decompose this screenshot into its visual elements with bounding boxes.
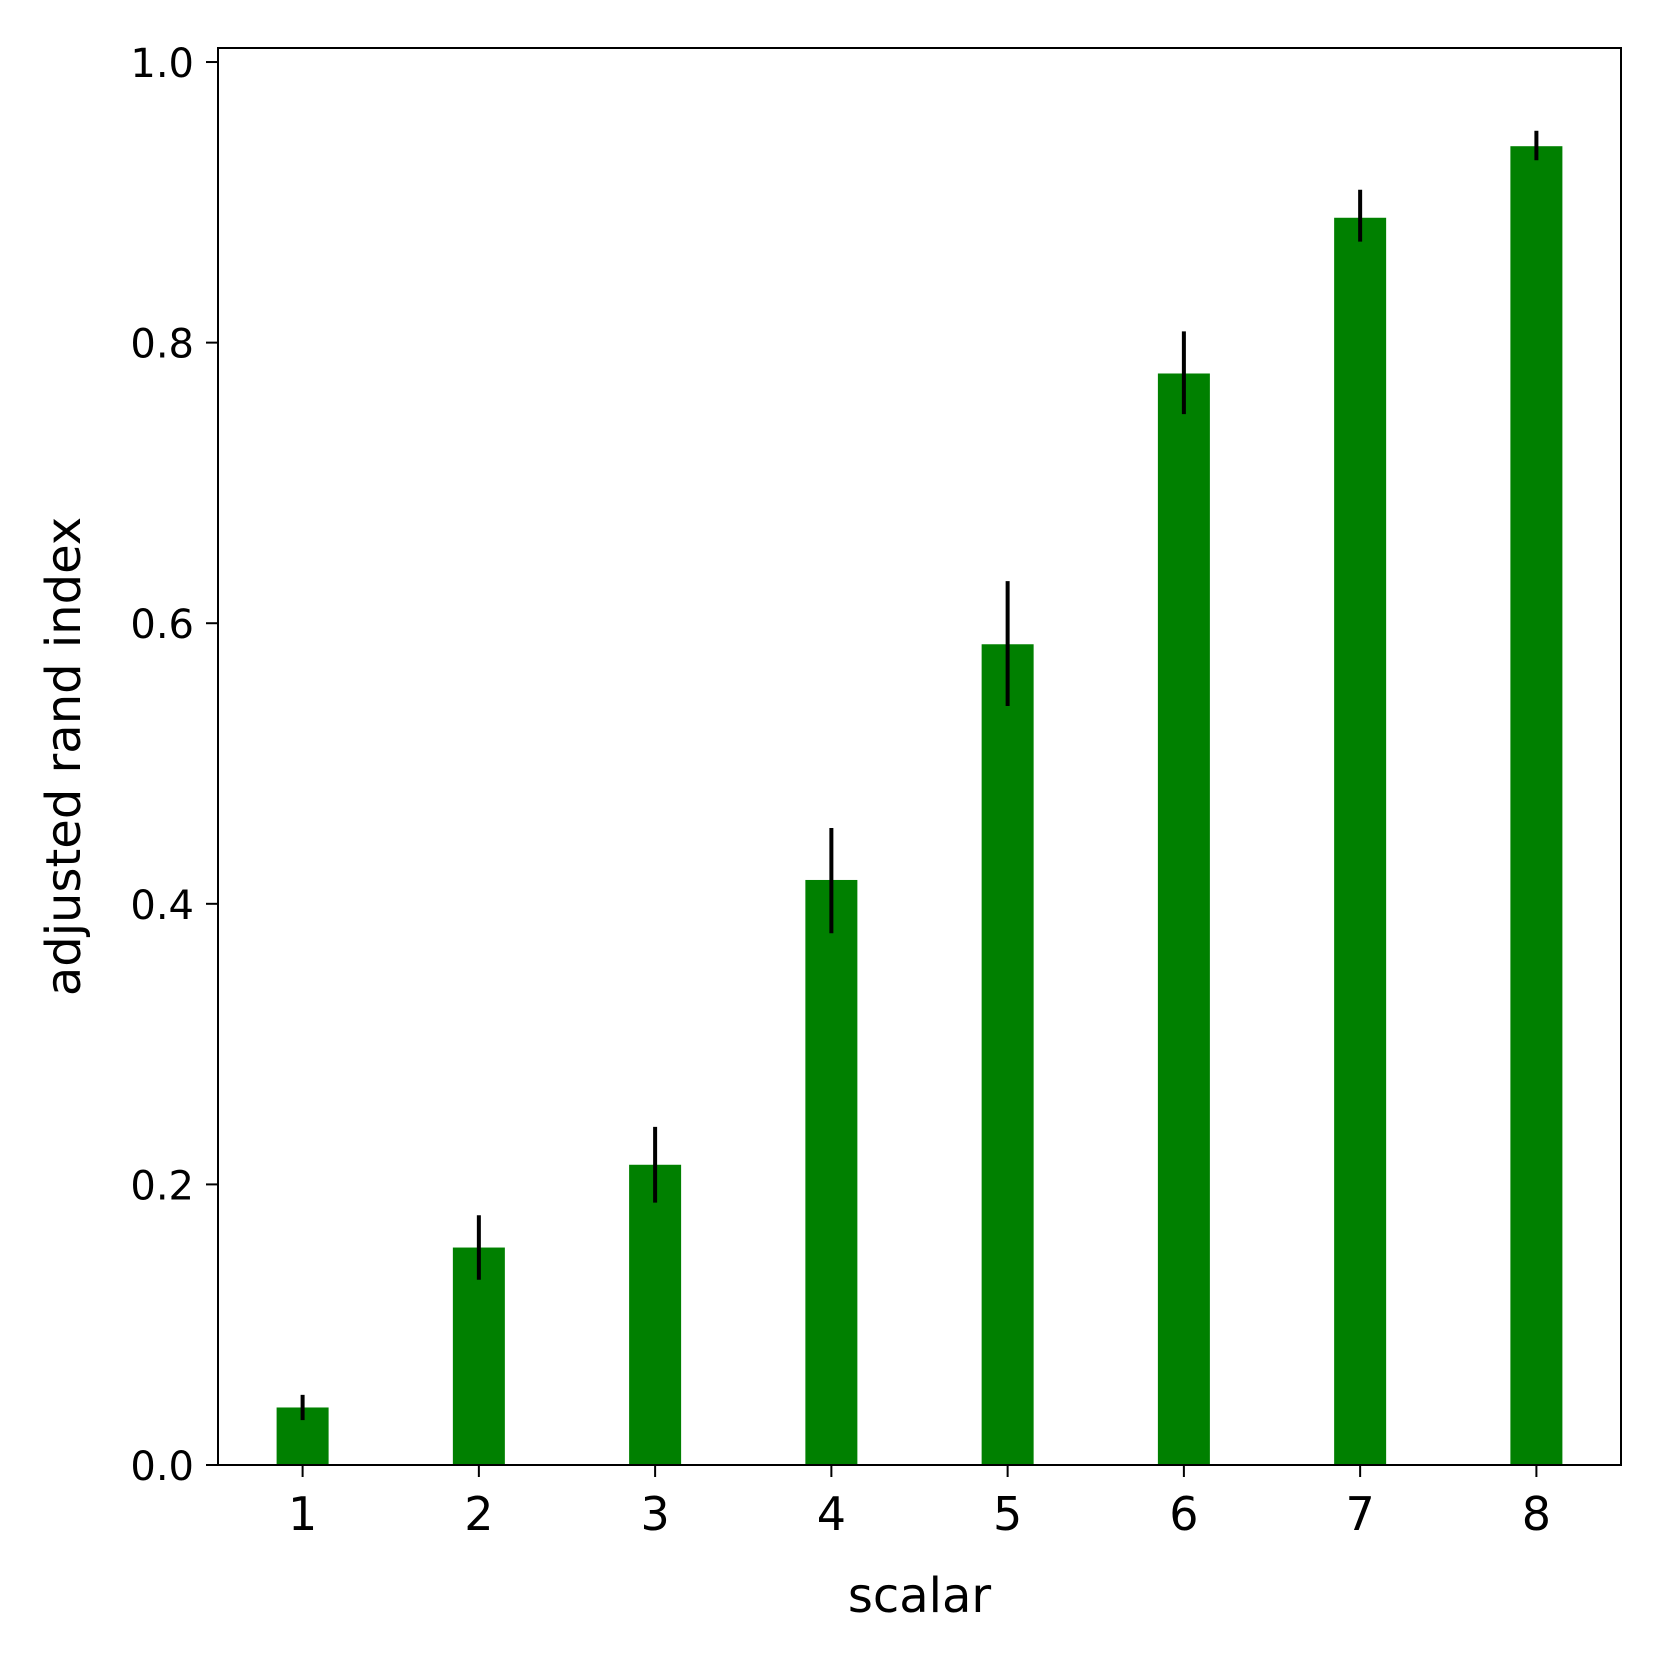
error-bars-layer	[300, 130, 1539, 1421]
x-tick-label: 3	[640, 1487, 669, 1541]
bar-2	[452, 1247, 505, 1465]
plot-area-frame	[217, 47, 1622, 1466]
y-tick-label: 0.2	[130, 1163, 194, 1209]
x-tick-label: 8	[1522, 1487, 1551, 1541]
x-axis-label: scalar	[848, 1568, 992, 1624]
bars-layer	[276, 146, 1563, 1466]
x-tick-label: 4	[817, 1487, 846, 1541]
y-axis-label: adjusted rand index	[36, 517, 92, 996]
bar-7	[1334, 217, 1387, 1465]
x-tick-label: 1	[288, 1487, 317, 1541]
y-tick-label: 0.0	[130, 1444, 194, 1490]
y-tick-label: 0.4	[130, 883, 194, 929]
y-tick-label: 0.6	[130, 602, 194, 648]
x-tick-label: 2	[464, 1487, 493, 1541]
bar-4	[805, 879, 858, 1465]
bar-6	[1157, 373, 1210, 1465]
bar-3	[629, 1164, 682, 1465]
bar-8	[1510, 146, 1563, 1466]
y-tick-label: 1.0	[130, 41, 194, 87]
x-tick-label: 6	[1169, 1487, 1198, 1541]
x-axis: 1 2 3 4 5 6 7 8	[288, 1465, 1551, 1541]
bar-5	[981, 644, 1034, 1465]
y-axis: 0.0 0.2 0.4 0.6 0.8 1.0	[130, 41, 218, 1490]
x-tick-label: 7	[1346, 1487, 1375, 1541]
x-tick-label: 5	[993, 1487, 1022, 1541]
y-tick-label: 0.8	[130, 322, 194, 368]
